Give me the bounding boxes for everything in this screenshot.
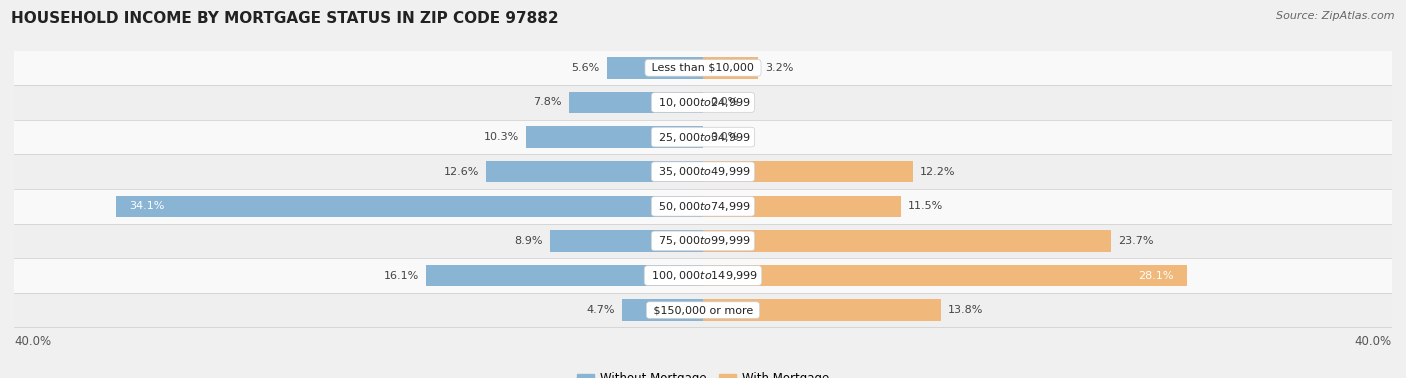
Text: 7.8%: 7.8% (533, 98, 562, 107)
Text: 40.0%: 40.0% (1355, 335, 1392, 348)
FancyBboxPatch shape (0, 189, 1406, 224)
Text: Source: ZipAtlas.com: Source: ZipAtlas.com (1277, 11, 1395, 21)
Bar (703, 161, 912, 183)
FancyBboxPatch shape (0, 258, 1406, 293)
Bar (115, 195, 703, 217)
Text: 12.2%: 12.2% (920, 167, 956, 177)
Bar (621, 299, 703, 321)
Bar (568, 92, 703, 113)
FancyBboxPatch shape (0, 293, 1406, 327)
Bar (703, 265, 1187, 286)
Text: $50,000 to $74,999: $50,000 to $74,999 (655, 200, 751, 213)
FancyBboxPatch shape (0, 51, 1406, 85)
Text: Less than $10,000: Less than $10,000 (648, 63, 758, 73)
Text: 12.6%: 12.6% (444, 167, 479, 177)
FancyBboxPatch shape (0, 85, 1406, 120)
Text: 34.1%: 34.1% (129, 201, 165, 211)
Bar (606, 57, 703, 79)
Text: 8.9%: 8.9% (515, 236, 543, 246)
FancyBboxPatch shape (0, 224, 1406, 258)
Text: 0.0%: 0.0% (710, 98, 738, 107)
Text: $150,000 or more: $150,000 or more (650, 305, 756, 315)
Text: HOUSEHOLD INCOME BY MORTGAGE STATUS IN ZIP CODE 97882: HOUSEHOLD INCOME BY MORTGAGE STATUS IN Z… (11, 11, 558, 26)
Text: 28.1%: 28.1% (1137, 271, 1173, 280)
Text: 23.7%: 23.7% (1118, 236, 1153, 246)
Text: 10.3%: 10.3% (484, 132, 519, 142)
Text: 3.2%: 3.2% (765, 63, 793, 73)
Text: $75,000 to $99,999: $75,000 to $99,999 (655, 234, 751, 248)
Text: 40.0%: 40.0% (14, 335, 51, 348)
Bar (703, 299, 941, 321)
Text: 13.8%: 13.8% (948, 305, 983, 315)
Bar (703, 195, 901, 217)
Bar (550, 230, 703, 252)
Text: 16.1%: 16.1% (384, 271, 419, 280)
Text: $35,000 to $49,999: $35,000 to $49,999 (655, 165, 751, 178)
Text: $10,000 to $24,999: $10,000 to $24,999 (655, 96, 751, 109)
Text: $25,000 to $34,999: $25,000 to $34,999 (655, 130, 751, 144)
Bar (703, 230, 1111, 252)
Bar (526, 126, 703, 148)
Bar (486, 161, 703, 183)
Text: 4.7%: 4.7% (586, 305, 616, 315)
Legend: Without Mortgage, With Mortgage: Without Mortgage, With Mortgage (572, 367, 834, 378)
FancyBboxPatch shape (0, 120, 1406, 154)
Bar (703, 57, 758, 79)
Text: $100,000 to $149,999: $100,000 to $149,999 (648, 269, 758, 282)
Bar (426, 265, 703, 286)
FancyBboxPatch shape (0, 154, 1406, 189)
Text: 11.5%: 11.5% (908, 201, 943, 211)
Text: 5.6%: 5.6% (571, 63, 599, 73)
Text: 0.0%: 0.0% (710, 132, 738, 142)
